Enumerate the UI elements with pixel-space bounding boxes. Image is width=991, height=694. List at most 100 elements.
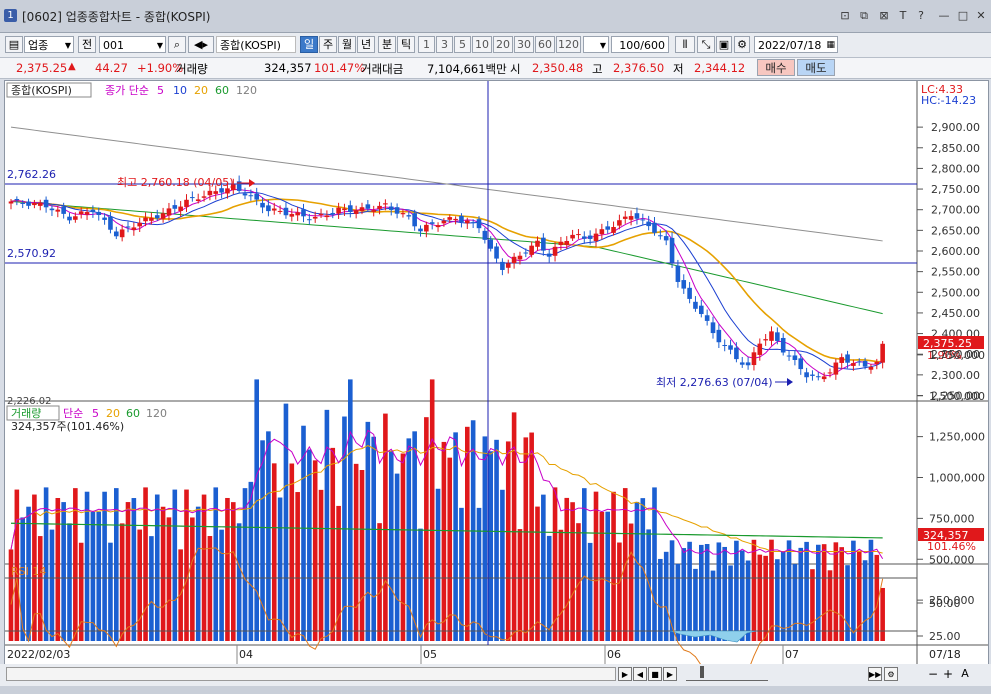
volume-bar[interactable]: [611, 491, 616, 641]
volume-bar[interactable]: [862, 560, 868, 641]
volume-bar[interactable]: [751, 539, 757, 641]
volume-bar[interactable]: [786, 540, 792, 641]
volume-bar[interactable]: [96, 511, 102, 641]
candle-body[interactable]: [266, 205, 271, 212]
volume-bar[interactable]: [400, 453, 406, 641]
volume-bar[interactable]: [365, 421, 371, 641]
candle-body[interactable]: [201, 196, 207, 198]
volume-bar[interactable]: [154, 494, 160, 641]
volume-bar[interactable]: [406, 438, 412, 641]
volume-bar[interactable]: [453, 432, 458, 641]
candle-body[interactable]: [535, 240, 540, 247]
volume-bar[interactable]: [851, 540, 856, 641]
volume-bar[interactable]: [587, 542, 593, 641]
volume-bar[interactable]: [271, 463, 277, 641]
candle-body[interactable]: [710, 322, 716, 334]
candle-body[interactable]: [143, 217, 148, 222]
volume-bar[interactable]: [552, 487, 558, 641]
period-year-button[interactable]: 년: [357, 36, 375, 53]
candle-body[interactable]: [318, 213, 324, 215]
speaker-icon[interactable]: ◀▸: [188, 36, 214, 53]
save-window-icon[interactable]: ⊠: [879, 9, 889, 22]
candle-body[interactable]: [394, 207, 400, 214]
candle-body[interactable]: [429, 222, 435, 224]
volume-bar[interactable]: [798, 547, 804, 641]
volume-bar[interactable]: [67, 523, 72, 641]
volume-bar[interactable]: [295, 492, 300, 641]
candle-body[interactable]: [108, 216, 113, 230]
save-icon[interactable]: ▣: [716, 36, 732, 53]
volume-bar[interactable]: [318, 489, 324, 641]
candle-body[interactable]: [505, 263, 511, 268]
candle-body[interactable]: [587, 235, 593, 239]
text-icon[interactable]: T: [899, 9, 907, 22]
code-input[interactable]: 001 ▼: [99, 36, 166, 53]
candle-type-icon[interactable]: ⫴: [675, 36, 695, 53]
candle-body[interactable]: [342, 208, 347, 211]
candle-body[interactable]: [699, 305, 704, 315]
candle-body[interactable]: [365, 204, 371, 209]
candle-body[interactable]: [739, 362, 745, 365]
candle-body[interactable]: [716, 329, 722, 343]
zoom-in-icon[interactable]: +: [942, 667, 954, 681]
volume-bar[interactable]: [476, 507, 482, 641]
volume-bar[interactable]: [634, 501, 640, 641]
volume-bar[interactable]: [242, 488, 248, 641]
period-minute-button[interactable]: 분: [378, 36, 396, 53]
volume-bar[interactable]: [681, 548, 687, 641]
volume-bar[interactable]: [172, 489, 178, 641]
candle-body[interactable]: [646, 221, 651, 227]
volume-bar[interactable]: [231, 502, 236, 641]
minute-10-button[interactable]: 10: [472, 36, 492, 53]
volume-bar[interactable]: [377, 523, 382, 641]
volume-bar[interactable]: [810, 569, 815, 641]
candle-body[interactable]: [494, 246, 499, 259]
candle-body[interactable]: [640, 219, 646, 221]
candle-body[interactable]: [833, 362, 839, 375]
volume-bar[interactable]: [523, 437, 529, 641]
candle-body[interactable]: [61, 206, 66, 214]
candle-body[interactable]: [312, 216, 318, 219]
volume-bar[interactable]: [780, 551, 786, 641]
volume-bar[interactable]: [394, 473, 400, 641]
volume-bar[interactable]: [856, 550, 862, 641]
volume-bar[interactable]: [868, 539, 874, 641]
candle-body[interactable]: [816, 376, 821, 378]
candle-body[interactable]: [622, 216, 628, 219]
search-icon[interactable]: ⌕: [168, 36, 186, 53]
candle-body[interactable]: [131, 227, 137, 231]
candle-body[interactable]: [745, 362, 751, 366]
volume-bar[interactable]: [108, 542, 113, 641]
scroll-end-icon[interactable]: ▶▶: [868, 667, 882, 681]
volume-bar[interactable]: [37, 536, 43, 641]
volume-bar[interactable]: [541, 494, 546, 641]
volume-bar[interactable]: [32, 494, 37, 641]
volume-bar[interactable]: [517, 529, 523, 641]
candle-body[interactable]: [67, 216, 72, 221]
candle-body[interactable]: [459, 215, 464, 223]
candle-body[interactable]: [26, 201, 31, 206]
volume-bar[interactable]: [710, 570, 716, 641]
candle-body[interactable]: [868, 366, 874, 370]
volume-bar[interactable]: [330, 447, 336, 641]
candle-body[interactable]: [617, 220, 622, 226]
candle-body[interactable]: [687, 287, 692, 299]
zoom-slider[interactable]: [686, 666, 768, 681]
volume-bar[interactable]: [143, 487, 148, 641]
volume-bar[interactable]: [90, 511, 96, 641]
candle-body[interactable]: [529, 245, 534, 255]
candle-body[interactable]: [465, 220, 470, 224]
candle-body[interactable]: [663, 236, 669, 241]
volume-bar[interactable]: [184, 489, 189, 641]
play-icon[interactable]: ▶: [618, 667, 632, 681]
volume-bar[interactable]: [693, 568, 698, 641]
candle-body[interactable]: [628, 216, 634, 220]
volume-bar[interactable]: [412, 431, 417, 641]
volume-bar[interactable]: [652, 487, 657, 641]
auto-scale-icon[interactable]: A: [961, 667, 969, 680]
help-icon[interactable]: ?: [918, 9, 924, 22]
volume-bar[interactable]: [119, 523, 125, 641]
minute-1-button[interactable]: 1: [418, 36, 435, 53]
link-icon[interactable]: ⊡: [840, 9, 850, 22]
candle-body[interactable]: [804, 372, 809, 378]
